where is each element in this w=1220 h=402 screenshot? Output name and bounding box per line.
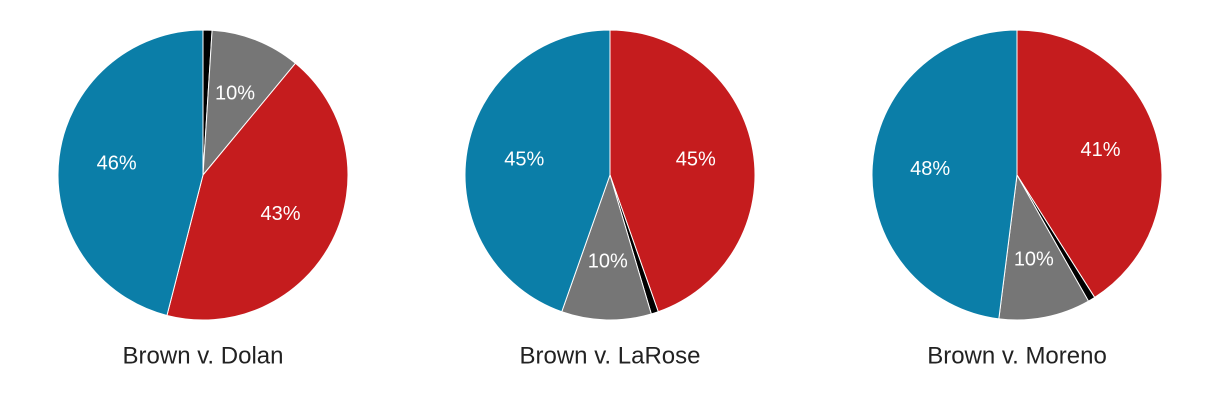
pie-slice	[609, 29, 756, 313]
slice-label: 10%	[1014, 249, 1054, 271]
pie-slice	[998, 173, 1090, 321]
pie-slice	[464, 29, 611, 313]
slice-label: 41%	[1081, 139, 1121, 161]
chart-title: Brown v. Dolan	[123, 342, 284, 369]
slice-label: 46%	[97, 152, 137, 174]
pie-slice	[1016, 29, 1163, 299]
slice-label: 45%	[676, 149, 716, 171]
slice-label: 45%	[504, 149, 544, 171]
pie-slice	[166, 62, 349, 321]
pie-slice	[871, 29, 1018, 320]
slice-label: 48%	[910, 158, 950, 180]
chart-title: Brown v. Moreno	[927, 342, 1107, 369]
chart-title: Brown v. LaRose	[520, 342, 701, 369]
slice-label: 10%	[588, 250, 628, 272]
pie-slice	[57, 29, 204, 317]
pie-slice	[202, 29, 297, 177]
slice-label: 10%	[215, 82, 255, 104]
slice-label: 43%	[261, 203, 301, 225]
pie-slice	[561, 173, 652, 321]
